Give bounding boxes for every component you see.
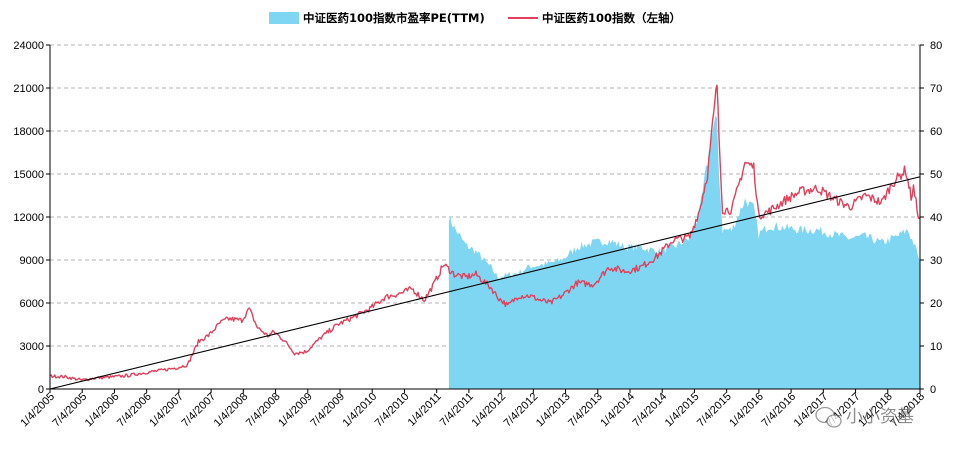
- legend-label-index: 中证医药100指数（左轴）: [542, 11, 681, 25]
- wechat-icon: [815, 406, 842, 428]
- index-line: [49, 84, 920, 382]
- x-tick-label: 7/4/2008: [244, 391, 283, 430]
- y-axis-left: 0 3000 6000 9000 12000 15000 18000 21000 24000: [13, 40, 50, 396]
- y-right-tick-label: 10: [930, 341, 942, 353]
- y-right-tick-label: 30: [930, 255, 942, 267]
- x-tick-label: 1/4/2008: [212, 391, 251, 430]
- trend-line: [49, 176, 920, 390]
- x-tick-label: 7/4/2014: [631, 391, 670, 430]
- y-right-tick-label: 0: [930, 384, 936, 396]
- y-axis-right: 0 10 20 30 40 50 60 70 80: [920, 40, 942, 396]
- y-right-tick-label: 50: [930, 169, 942, 181]
- x-tick-label: 1/4/2012: [469, 391, 508, 430]
- x-axis: 1/4/20057/4/20051/4/20067/4/20061/4/2007…: [18, 389, 927, 429]
- index-line-series: [49, 84, 920, 382]
- x-tick-label: 1/4/2014: [598, 391, 637, 430]
- y-right-tick-label: 80: [930, 40, 942, 52]
- x-tick-label: 7/4/2005: [51, 391, 90, 430]
- x-tick-label: 7/4/2010: [373, 391, 412, 430]
- pe-area-series: [448, 115, 920, 390]
- x-tick-label: 7/4/2012: [502, 391, 541, 430]
- x-tick-label: 1/4/2013: [534, 391, 573, 430]
- y-left-tick-label: 12000: [13, 212, 44, 224]
- x-tick-label: 1/4/2007: [147, 391, 186, 430]
- x-tick-label: 1/4/2009: [276, 391, 315, 430]
- y-left-tick-label: 6000: [20, 298, 44, 310]
- y-right-tick-label: 60: [930, 126, 942, 138]
- x-tick-label: 7/4/2009: [308, 391, 347, 430]
- x-tick-label: 1/4/2011: [406, 391, 444, 429]
- y-left-tick-label: 0: [38, 384, 44, 396]
- legend-label-pe: 中证医药100指数市盈率PE(TTM): [303, 11, 485, 25]
- y-left-tick-label: 9000: [20, 255, 44, 267]
- legend: 中证医药100指数市盈率PE(TTM) 中证医药100指数（左轴）: [269, 11, 681, 25]
- trend-line: [49, 176, 920, 390]
- y-left-tick-label: 24000: [13, 40, 44, 52]
- x-tick-label: 1/4/2017: [792, 391, 831, 430]
- pe-area: [448, 115, 920, 390]
- y-left-tick-label: 3000: [20, 341, 44, 353]
- y-left-tick-label: 18000: [13, 126, 44, 138]
- legend-swatch-pe: [269, 12, 299, 24]
- watermark-text: 小小资基: [846, 407, 914, 427]
- x-tick-label: 7/4/2013: [566, 391, 605, 430]
- x-tick-label: 1/4/2016: [727, 391, 766, 430]
- x-tick-label: 7/4/2016: [759, 391, 798, 430]
- x-tick-label: 1/4/2005: [18, 391, 57, 430]
- y-left-tick-label: 21000: [13, 83, 44, 95]
- x-tick-label: 7/4/2015: [695, 391, 734, 430]
- x-tick-label: 1/4/2015: [663, 391, 702, 430]
- y-right-tick-label: 40: [930, 212, 942, 224]
- y-left-tick-label: 15000: [13, 169, 44, 181]
- y-right-tick-label: 20: [930, 298, 942, 310]
- x-tick-label: 7/4/2007: [179, 391, 218, 430]
- x-tick-label: 7/4/2006: [115, 391, 154, 430]
- watermark: 小小资基: [815, 406, 914, 428]
- x-tick-label: 1/4/2006: [83, 391, 122, 430]
- y-right-tick-label: 70: [930, 83, 942, 95]
- x-tick-label: 1/4/2010: [341, 391, 380, 430]
